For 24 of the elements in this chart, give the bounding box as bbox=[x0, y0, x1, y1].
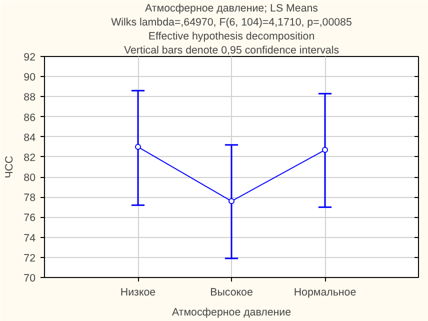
x-axis-title: Атмосферное давление bbox=[172, 306, 292, 318]
y-tick-label: 84 bbox=[24, 132, 36, 144]
y-axis-title: ЧСС bbox=[4, 155, 16, 178]
point bbox=[322, 146, 328, 153]
x-tick-label: Нормальное bbox=[294, 286, 356, 298]
y-tick-label: 82 bbox=[24, 152, 36, 164]
y-tick-label: 70 bbox=[24, 272, 36, 284]
x-tick-label: Низкое bbox=[120, 286, 156, 298]
y-tick-label: 72 bbox=[24, 252, 36, 264]
y-tick-label: 86 bbox=[24, 112, 36, 124]
x-tick-label: Высокое bbox=[210, 286, 253, 298]
y-tick-label: 78 bbox=[24, 192, 36, 204]
chart-title: Атмосферное давление; LS Means bbox=[144, 2, 318, 14]
text: Effective hypothesis decomposition bbox=[148, 30, 315, 42]
y-tick-label: 80 bbox=[24, 172, 36, 184]
y-tick-label: 88 bbox=[24, 92, 36, 104]
y-tick-label: 74 bbox=[24, 232, 36, 244]
y-tick-label: 76 bbox=[24, 212, 36, 224]
y-tick-label: 92 bbox=[24, 52, 36, 64]
point bbox=[228, 198, 234, 204]
point bbox=[135, 144, 141, 150]
chart-subtitle: Wilks lambda=,64970, F(6, 104)=4,1710, p=,00085 bbox=[111, 16, 352, 28]
y-tick-label: 90 bbox=[24, 72, 36, 84]
annotation: Vertical bars denote 0,95 confidence intervals bbox=[124, 44, 340, 56]
